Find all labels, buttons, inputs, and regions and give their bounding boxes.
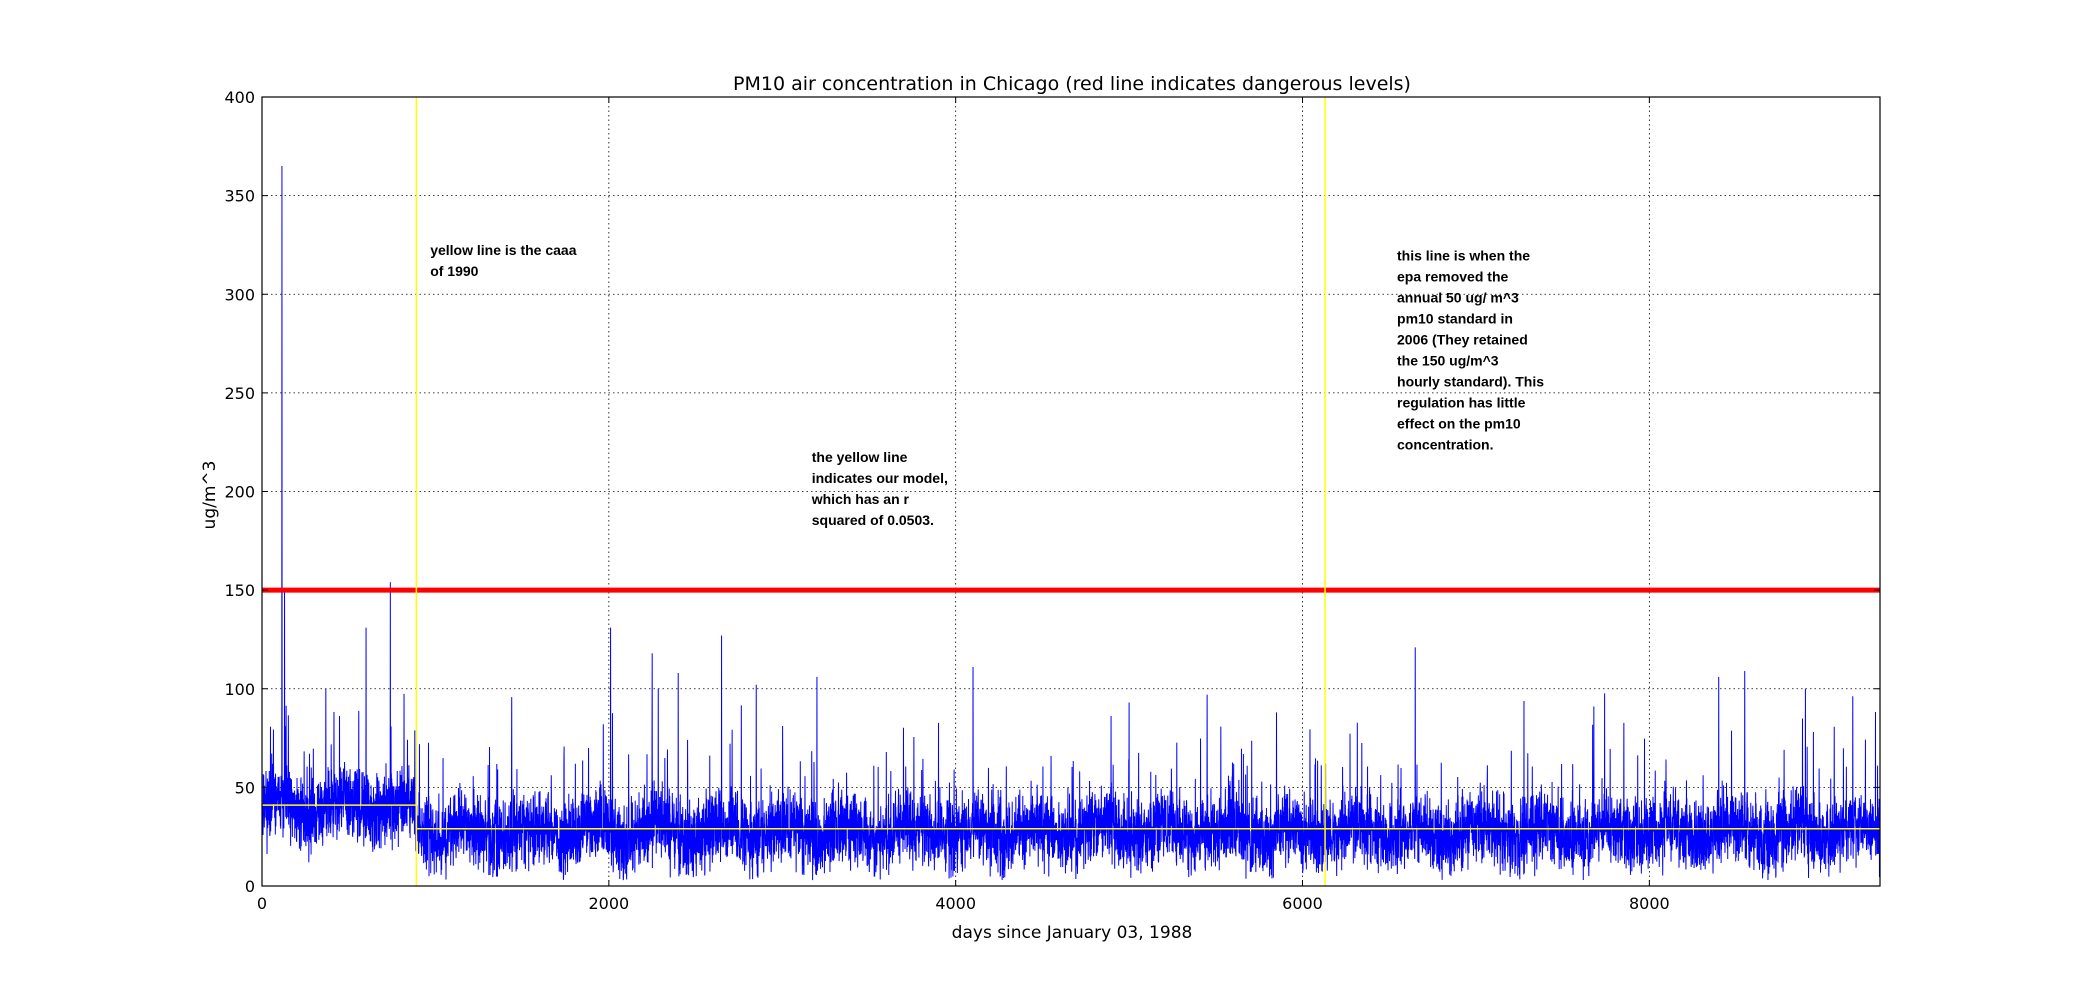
y-tick-label: 150	[224, 581, 255, 600]
annotation-line: hourly standard). This	[1397, 374, 1544, 390]
x-axis-label: days since January 03, 1988	[952, 923, 1193, 943]
annotation: the yellow line indicates our model, which…	[811, 449, 948, 528]
annotation-line: the yellow line	[812, 449, 908, 465]
x-tick-label: 8000	[1629, 894, 1670, 913]
y-tick-label: 400	[224, 88, 255, 107]
y-tick-label: 300	[224, 285, 255, 304]
annotation-line: squared of 0.0503.	[812, 512, 934, 528]
annotation: this line is when the epa removed the annu…	[1397, 248, 1544, 453]
y-tick-label: 200	[224, 483, 255, 502]
annotation-line: pm10 standard in	[1397, 311, 1513, 327]
y-axis-label: ug/m^3	[200, 461, 220, 530]
y-tick-label: 50	[235, 778, 255, 797]
x-tick-label: 2000	[588, 894, 629, 913]
annotation-line: 2006 (They retained	[1397, 332, 1528, 348]
ticks: 0 2000 4000 6000 8000 0 50 100 150 200 250 300 350 40…	[224, 88, 1880, 913]
annotation-line: regulation has little	[1397, 395, 1526, 411]
annotation-line: of 1990	[430, 263, 478, 279]
x-tick-label: 0	[257, 894, 267, 913]
overlays	[262, 97, 1880, 886]
pm10-series	[261, 166, 1881, 881]
pm10-line	[261, 166, 1881, 881]
annotation-line: yellow line is the caaa	[430, 242, 577, 258]
annotations: yellow line is the caaa of 1990 the yellow…	[430, 242, 1544, 528]
x-tick-label: 4000	[935, 894, 976, 913]
x-tick-label: 6000	[1282, 894, 1323, 913]
chart-title: PM10 air concentration in Chicago (red l…	[733, 73, 1411, 95]
y-tick-label: 100	[224, 680, 255, 699]
annotation: yellow line is the caaa of 1990	[430, 242, 577, 279]
annotation-line: epa removed the	[1397, 269, 1508, 285]
annotation-line: the 150 ug/m^3	[1397, 353, 1499, 369]
y-tick-label: 350	[224, 187, 255, 206]
annotation-line: effect on the pm10	[1397, 416, 1521, 432]
grid	[262, 97, 1880, 886]
annotation-line: this line is when the	[1397, 248, 1530, 264]
y-tick-label: 0	[245, 877, 255, 896]
annotation-line: annual 50 ug/ m^3	[1397, 290, 1519, 306]
y-tick-label: 250	[224, 384, 255, 403]
annotation-line: which has an r	[811, 491, 910, 507]
annotation-line: indicates our model,	[812, 470, 948, 486]
annotation-line: concentration.	[1397, 437, 1493, 453]
